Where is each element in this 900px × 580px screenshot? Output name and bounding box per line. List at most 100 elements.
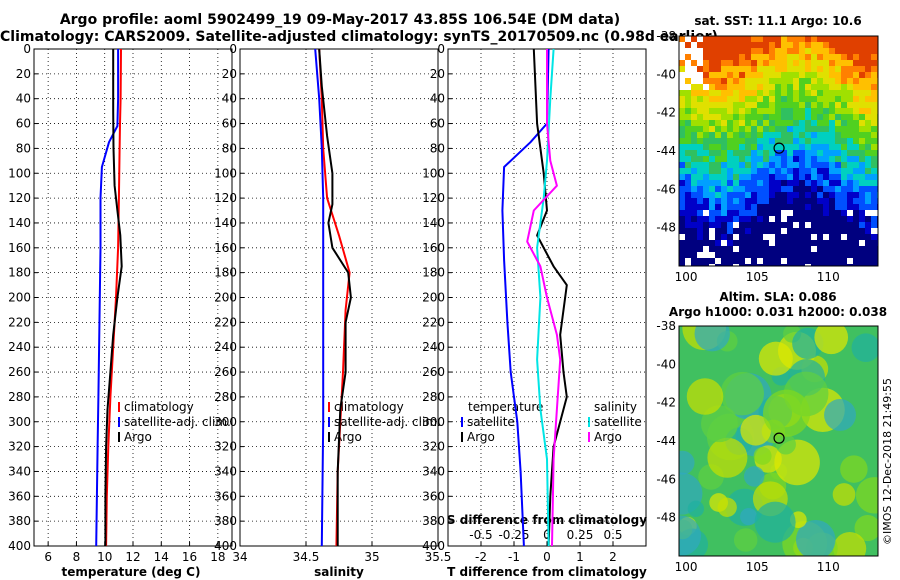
sst-cell: [739, 102, 745, 108]
sst-cell: [775, 222, 781, 228]
sst-cell: [781, 120, 787, 126]
sla-map-x-tick-label: 105: [746, 560, 769, 574]
sst-cell: [859, 72, 865, 78]
sst-cell: [787, 90, 793, 96]
sst-cell: [805, 180, 811, 186]
sst-cell: [823, 234, 829, 240]
temperature-legend: climatology satellite-adj. clim. Argo: [118, 400, 231, 444]
sst-cell: [769, 216, 775, 222]
sst-cell: [871, 96, 877, 102]
sst-cell: [859, 102, 865, 108]
sst-cell: [679, 132, 685, 138]
sst-cell: [793, 48, 799, 54]
sst-cell: [679, 222, 685, 228]
sst-cell: [829, 72, 835, 78]
sst-cell: [823, 132, 829, 138]
sst-cell: [823, 126, 829, 132]
sst-cell: [853, 114, 859, 120]
sst-cell: [751, 84, 757, 90]
sst-cell: [811, 234, 817, 240]
sst-cell: [685, 192, 691, 198]
sst-cell: [799, 48, 805, 54]
sst-cell: [709, 138, 715, 144]
sst-cell: [817, 198, 823, 204]
sst-cell: [823, 216, 829, 222]
legend-label-sal-argo: Argo: [594, 430, 622, 444]
x-tick-label: 1: [576, 550, 584, 564]
sst-cell: [697, 90, 703, 96]
sst-cell: [757, 84, 763, 90]
sst-cell: [739, 216, 745, 222]
legend-label-argo: Argo: [124, 430, 152, 444]
sst-cell: [679, 234, 685, 240]
sst-cell: [793, 162, 799, 168]
sst-cell: [703, 54, 709, 60]
sst-cell: [751, 192, 757, 198]
sst-cell: [871, 132, 877, 138]
sst-cell: [817, 252, 823, 258]
sst-cell: [727, 48, 733, 54]
sst-cell: [679, 72, 685, 78]
y-tick-label: 200: [8, 291, 31, 305]
sst-cell: [715, 234, 721, 240]
sst-cell: [775, 60, 781, 66]
sst-cell: [853, 78, 859, 84]
sst-cell: [847, 42, 853, 48]
sst-cell: [709, 162, 715, 168]
sst-cell: [757, 210, 763, 216]
sst-cell: [865, 156, 871, 162]
sst-cell: [685, 162, 691, 168]
sst-cell: [871, 222, 877, 228]
sst-cell: [709, 108, 715, 114]
legend-title-salinity: salinity: [594, 400, 637, 414]
y-tick-label: 340: [422, 464, 445, 478]
sst-cell: [727, 96, 733, 102]
y-tick-label: 360: [214, 489, 237, 503]
sst-cell: [847, 228, 853, 234]
sla-blob: [851, 333, 878, 363]
sst-cell: [859, 222, 865, 228]
sst-cell: [733, 216, 739, 222]
sst-cell: [871, 240, 877, 246]
sst-cell: [823, 264, 829, 266]
sst-cell: [709, 96, 715, 102]
sst-cell: [751, 90, 757, 96]
sst-cell: [781, 210, 787, 216]
sst-cell: [865, 222, 871, 228]
sst-cell: [805, 186, 811, 192]
sst-cell: [733, 132, 739, 138]
sst-cell: [793, 84, 799, 90]
sst-cell: [847, 174, 853, 180]
sst-cell: [835, 198, 841, 204]
sst-cell: [811, 102, 817, 108]
sst-cell: [829, 96, 835, 102]
sst-cell: [691, 84, 697, 90]
sst-cell: [799, 216, 805, 222]
sst-cell: [817, 180, 823, 186]
sst-cell: [685, 54, 691, 60]
sst-cell: [817, 126, 823, 132]
sst-cell: [811, 198, 817, 204]
sst-cell: [733, 186, 739, 192]
sst-cell: [823, 252, 829, 258]
sst-cell: [727, 132, 733, 138]
sst-cell: [727, 252, 733, 258]
sst-cell: [679, 252, 685, 258]
sst-cell: [865, 168, 871, 174]
sst-cell: [871, 174, 877, 180]
sst-cell: [769, 144, 775, 150]
sst-cell: [745, 198, 751, 204]
sst-cell: [715, 168, 721, 174]
sst-cell: [841, 96, 847, 102]
sst-cell: [715, 180, 721, 186]
sst-cell: [685, 120, 691, 126]
y-tick-label: 60: [16, 117, 31, 131]
sst-cell: [679, 216, 685, 222]
sst-cell: [769, 108, 775, 114]
sst-cell: [727, 246, 733, 252]
sst-cell: [787, 120, 793, 126]
y-tick-label: 220: [214, 315, 237, 329]
sst-cell: [805, 138, 811, 144]
sst-cell: [793, 192, 799, 198]
sst-cell: [793, 240, 799, 246]
